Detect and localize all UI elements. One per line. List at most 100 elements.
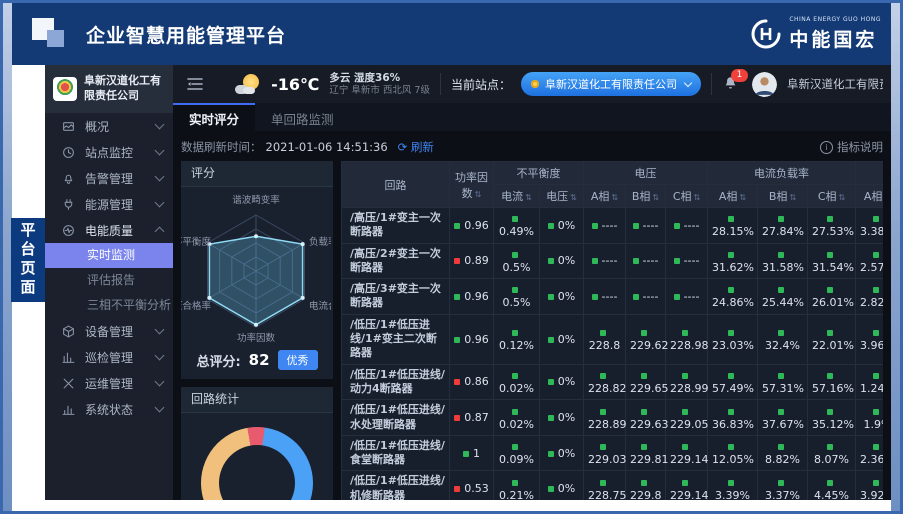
notifications-button[interactable]: 1 [722,69,748,95]
table-row[interactable]: /高压/3#变主一次断路器 0.96 0.5% 0% ---- ---- ---- 24.86… [341,278,883,315]
metric-cell: 28.15% [707,207,759,244]
metric-cell: 0% [539,313,584,365]
brand-mark-icon [751,19,781,49]
sidebar-item-label: 电能质量 [85,223,134,238]
sidebar-item[interactable]: 告警管理 [45,165,173,191]
status-dot [454,293,461,300]
sort-icon[interactable]: ⇅ [838,193,846,202]
col-sub[interactable]: 电流 ⇅ [493,184,540,208]
table-row[interactable]: /高压/1#变主一次断路器 0.96 0.49% 0% ---- ---- ---- 28.1… [341,207,883,244]
main-area: -16℃ 多云 湿度36% 辽宁 阜新市 西北风 7级 当前站点： 阜新汉道化工… [173,65,891,500]
col-sub[interactable]: C相 ⇅ [807,184,857,208]
dashboard-columns: 评分 谐波畸变率负载率电流合格率功率因数 电压合格率 三相不平衡度 总评分: 82 … [181,161,883,500]
metric-cell: 27.53% [807,207,857,244]
col-sub[interactable]: A相⇅ [707,184,759,208]
status-dot [599,330,606,337]
col-sub[interactable]: C相 ⇅ [664,184,709,208]
status-dot [777,372,784,379]
status-dot [591,258,598,265]
sort-icon[interactable]: ⇅ [474,189,482,199]
cloud-icon [235,85,249,94]
metric-cell: 229.65 [625,363,669,401]
status-dot [463,450,469,457]
sort-icon[interactable]: ⇅ [525,193,532,202]
avatar[interactable] [752,71,777,97]
metric-cell: 228.98 [664,313,709,365]
col-power-factor[interactable]: 功率因数 ⇅ [449,161,494,208]
sidebar-item[interactable]: 站点监控 [45,139,173,165]
table-row[interactable]: /低压/1#低压进线/1#变主二次断路器 0.96 0.12% 0% 228.8 229.… [341,313,883,365]
sort-icon[interactable]: ⇅ [789,193,797,202]
total-score-row: 总评分: 82 优秀 [181,350,333,370]
sidebar-item[interactable]: 运维管理 [45,370,173,396]
sidebar-subitem[interactable]: 评估报告 [87,273,136,287]
sidebar-item[interactable]: 巡检管理 [45,344,173,370]
status-dot [872,372,879,379]
col-sub[interactable]: A相⇅ [855,184,883,208]
weather-condition: 多云 湿度36% [329,71,401,84]
sort-icon[interactable]: ⇅ [652,193,660,202]
tab[interactable]: 单回路监测 [271,111,334,127]
sort-icon[interactable]: ⇅ [611,193,619,202]
status-dot [547,222,554,229]
circuit-table-wrap[interactable]: 回路 功率因数 ⇅ 不平衡度 电压 电流负载率 电流 ⇅ 电压 ⇅ A相 ⇅ B相 ⇅ C相 ⇅ A相 ⇅ B相 ⇅ C… [341,161,883,500]
col-sub[interactable]: B相 ⇅ [757,184,809,208]
weather-detail: 多云 湿度36% 辽宁 阜新市 西北风 7级 [329,72,430,97]
sidebar-item[interactable]: 设备管理 [45,318,173,344]
status-dot [681,372,688,379]
tab[interactable]: 实时评分 [173,103,256,131]
status-dot [640,444,647,451]
table-row[interactable]: /低压/1#低压进线/动力4断路器 0.86 0.02% 0% 228.82 229.65… [341,363,883,401]
metric-cell: 1 [449,434,494,472]
sidebar-subitem[interactable]: 三相不平衡分析 [87,298,172,312]
sidebar-item[interactable]: 电能质量 [45,217,173,243]
metric-cell: 0% [539,242,584,280]
refresh-button[interactable]: ⟳ 刷新 [397,140,434,154]
status-dot [777,408,784,415]
refresh-time: 2021-01-06 14:51:36 [265,140,388,154]
metric-cell: 229.63 [625,399,669,436]
metric-cell: 229.62 [625,313,669,365]
total-score-label: 总评分: [196,354,241,370]
status-dot [727,408,734,415]
metric-cell: 228.89 [583,399,627,436]
sidebar-item[interactable]: 能源管理 [45,191,173,217]
metric-cell: 0.5% [493,278,540,315]
sidebar-item-label: 巡检管理 [85,350,134,365]
menu-fold-icon[interactable] [187,77,203,91]
station-name: 阜新汉道化工有限责任公司 [545,78,677,91]
metric-cell: 229.14 [664,434,709,472]
sort-icon[interactable]: ⇅ [570,193,577,202]
metric-cell: 27.84% [757,207,809,244]
sort-icon[interactable]: ⇅ [739,193,747,202]
col-sub[interactable]: B相 ⇅ [625,184,666,208]
metric-cell: 35.12% [807,399,857,436]
indicator-help-button[interactable]: i 指标说明 [820,139,883,155]
metric-cell: 0.21% [493,470,540,500]
station-selector[interactable]: 阜新汉道化工有限责任公司 [521,72,701,96]
sort-icon[interactable]: ⇅ [693,193,701,202]
col-sub[interactable]: A相⇅ [583,184,626,208]
table-row[interactable]: /低压/1#低压进线/水处理断路器 0.87 0.02% 0% 228.89 229.63… [341,399,883,436]
status-dot [826,216,833,223]
page-label: 平台页面 [11,218,45,302]
svg-text:负载率: 负载率 [309,236,331,248]
weather-location: 辽宁 阜新市 西北风 7级 [329,84,430,96]
col-group: 不平衡度 [493,161,584,185]
metric-cell: 3.37% [757,470,809,500]
user-name[interactable]: 阜新汉道化工有限责任公 [787,77,883,91]
table-row[interactable]: /低压/1#低压进线/食堂断路器 1 0.09% 0% 229.03 229.81 229.… [341,434,883,472]
sidebar-item[interactable]: 概况 [45,113,173,139]
sidebar-item[interactable]: 系统状态 [45,396,173,422]
col-sub[interactable]: 电压 ⇅ [539,184,584,208]
score-radar-chart: 谐波畸变率负载率电流合格率功率因数 电压合格率 三相不平衡度 [181,194,333,344]
table-row[interactable]: /高压/2#变主一次断路器 0.89 0.5% 0% ---- ---- ---- 31.62… [341,242,883,280]
sidebar-subitem[interactable]: 实时监测 [45,243,173,268]
status-dot [727,251,734,258]
refresh-row: 数据刷新时间： 2021-01-06 14:51:36 ⟳ 刷新 i 指标说明 [181,137,883,157]
status-dot [547,293,554,300]
circuit-name: /高压/1#变主一次断路器 [341,207,450,244]
status-dot [640,479,647,486]
status-dot [673,258,680,265]
table-row[interactable]: /低压/1#低压进线/机修断路器 0.53 0.21% 0% 228.75 229.8 22… [341,470,883,500]
